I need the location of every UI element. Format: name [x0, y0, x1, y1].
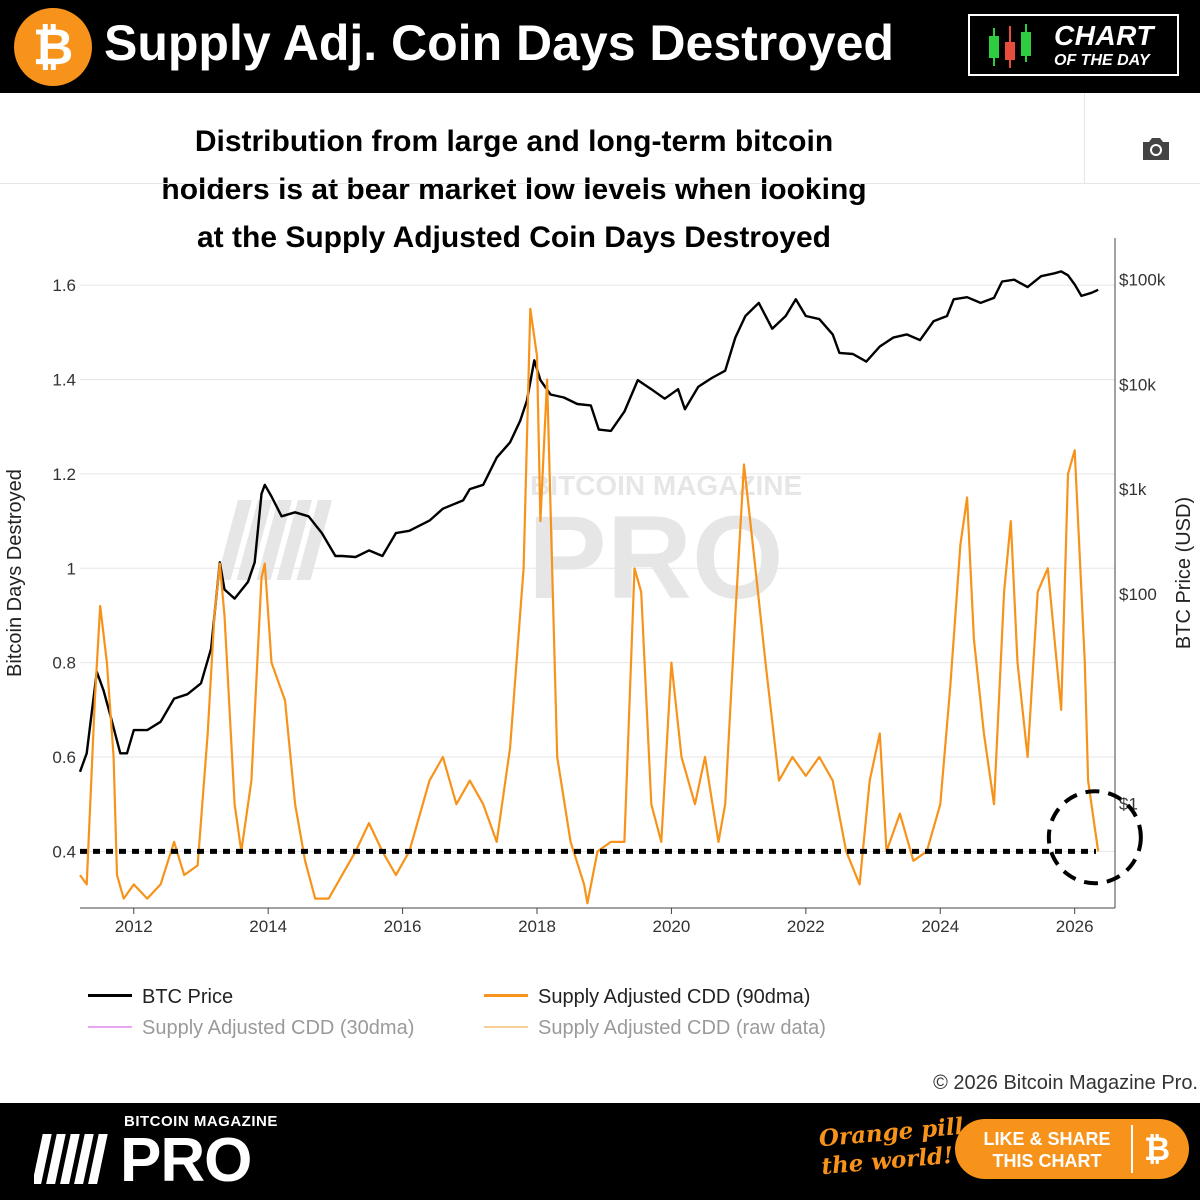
y-tick-label: 1.4: [52, 371, 76, 390]
copyright: © 2026 Bitcoin Magazine Pro.: [933, 1072, 1198, 1094]
subtitle-line-3: at the Supply Adjusted Coin Days Destroy…: [197, 221, 831, 254]
footer-tagline: Orange pill the world!: [817, 1112, 965, 1181]
legend-swatch-cdd30: [88, 1025, 132, 1028]
y2-tick-label: $10k: [1119, 375, 1156, 394]
header-bar: ₿ Supply Adj. Coin Days Destroyed CHART …: [0, 0, 1200, 93]
x-tick-label: 2024: [921, 917, 959, 936]
x-tick-label: 2020: [653, 917, 691, 936]
y2-tick-label: $100k: [1119, 271, 1166, 290]
footer-bar: BITCOIN MAGAZINE PRO Orange pill the wor…: [0, 1103, 1200, 1200]
y-tick-label: 0.8: [52, 654, 76, 673]
share-label: LIKE & SHARE THIS CHART: [983, 1129, 1111, 1171]
watermark-big: PRO: [528, 492, 784, 624]
x-tick-label: 2012: [115, 917, 153, 936]
subtitle-line-2: holders is at bear market low levels whe…: [161, 173, 867, 206]
x-tick-label: 2022: [787, 917, 825, 936]
legend-swatch-cdd90: [484, 994, 528, 998]
y-tick-label: 1.6: [52, 276, 76, 295]
toolbar-divider: [0, 183, 1200, 184]
x-tick-label: 2016: [384, 917, 422, 936]
footer-brand-big: PRO: [120, 1126, 252, 1195]
watermark-bars-icon: [216, 500, 333, 580]
btc-price-line: [78, 270, 1099, 773]
y2-tick-label: $1k: [1119, 480, 1147, 499]
legend-btc-price[interactable]: BTC Price: [88, 986, 233, 1009]
share-bitcoin-icon: ₿: [1131, 1125, 1181, 1173]
y-tick-label: 1.2: [52, 465, 76, 484]
x-tick-label: 2014: [249, 917, 287, 936]
bmp-logo-icon: [34, 1134, 108, 1184]
chart-subtitle: Distribution from large and long-term bi…: [80, 118, 948, 262]
watermark-small: BITCOIN MAGAZINE: [530, 470, 802, 501]
y2-axis-title: BTC Price (USD): [1173, 497, 1195, 649]
footer-brand-small: BITCOIN MAGAZINE: [124, 1113, 278, 1130]
chart-of-the-day-badge: CHART OF THE DAY: [968, 14, 1179, 76]
badge-of-the-day-label: OF THE DAY: [1054, 52, 1150, 69]
like-share-button[interactable]: LIKE & SHARE THIS CHART ₿: [955, 1119, 1189, 1179]
chart-overlay: [80, 789, 1143, 886]
y-axis-title: Bitcoin Days Destroyed: [4, 469, 26, 677]
badge-chart-label: CHART: [1054, 20, 1154, 51]
subtitle-line-1: Distribution from large and long-term bi…: [194, 125, 834, 158]
highlight-circle: [1046, 789, 1143, 886]
legend-swatch-btc: [88, 994, 132, 998]
chart-axes: 0.4 0.6 0.8 1 1.2 1.4 1.6 $1 $100 $1k $10k $100k 201…: [4, 238, 1195, 936]
chart-series: [78, 270, 1100, 905]
x-tick-label: 2026: [1056, 917, 1094, 936]
legend-swatch-cdd-raw: [484, 1025, 528, 1028]
candlestick-icon: [989, 24, 1031, 68]
toolbar-vertical-divider: [1084, 93, 1085, 183]
legend-cdd-30dma[interactable]: Supply Adjusted CDD (30dma): [88, 1017, 414, 1040]
camera-icon[interactable]: [1140, 135, 1172, 163]
y-tick-label: 0.6: [52, 748, 76, 767]
watermark: BITCOIN MAGAZINE PRO: [216, 470, 802, 624]
y2-tick-label: $100: [1119, 585, 1157, 604]
cdd-90dma-line: [79, 307, 1100, 905]
x-tick-label: 2018: [518, 917, 556, 936]
y-tick-label: 0.4: [52, 842, 76, 861]
y-tick-label: 1: [67, 559, 76, 578]
bitcoin-logo-icon: ₿: [14, 8, 92, 86]
y2-tick-label: $1: [1119, 794, 1138, 813]
legend-cdd-raw[interactable]: Supply Adjusted CDD (raw data): [484, 1017, 826, 1040]
legend-cdd-90dma[interactable]: Supply Adjusted CDD (90dma): [484, 986, 810, 1009]
page-title: Supply Adj. Coin Days Destroyed: [104, 15, 894, 71]
